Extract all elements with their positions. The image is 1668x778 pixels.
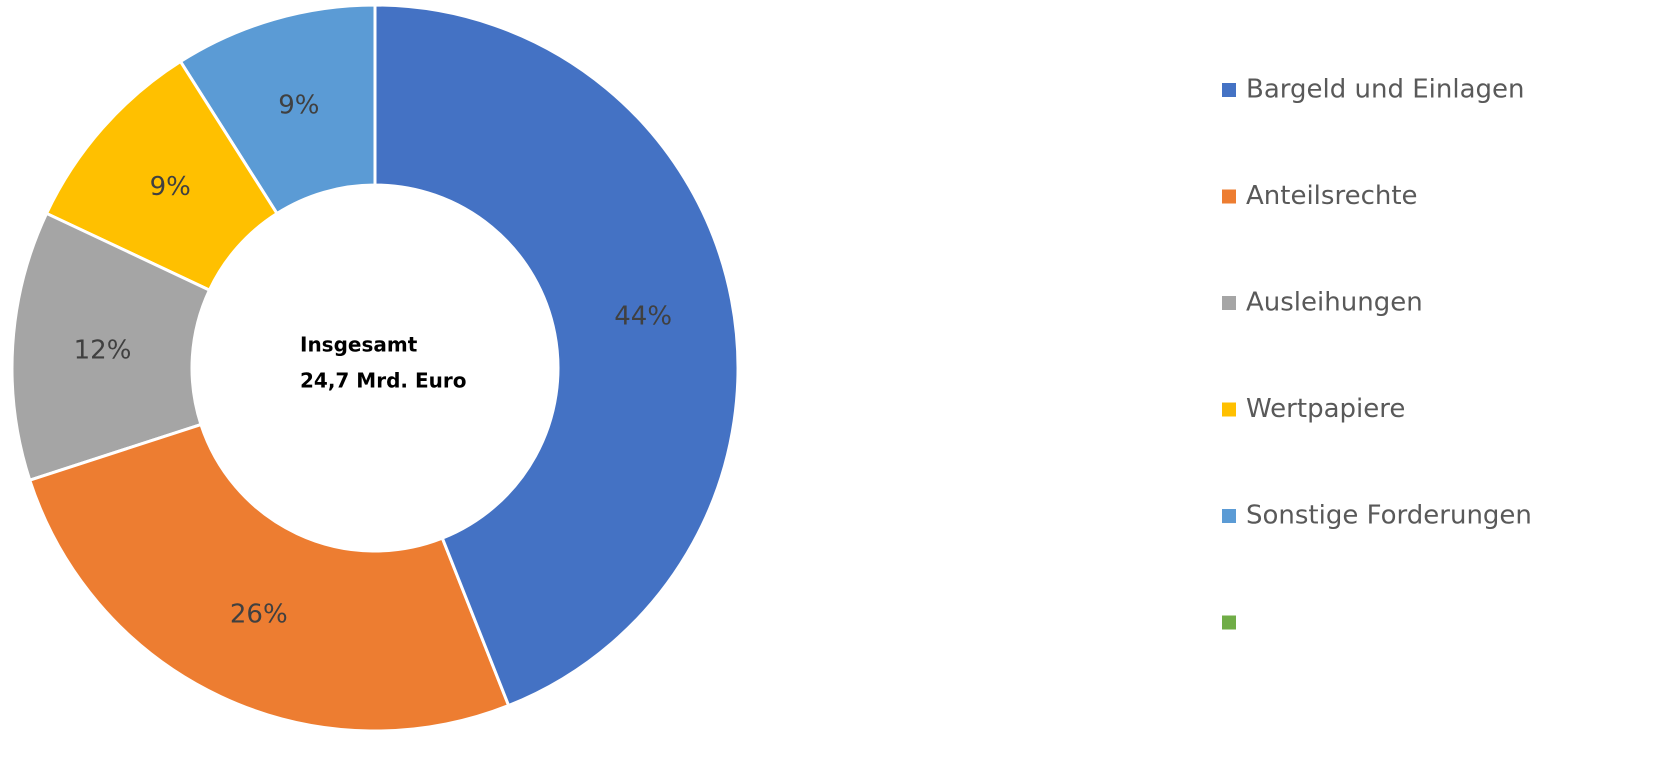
segment (27, 422, 511, 733)
legend-label: Ausleihungen (1246, 288, 1423, 318)
legend-label: Wertpapiere (1246, 394, 1405, 424)
data-label: 44% (614, 301, 672, 331)
legend-label: Bargeld und Einlagen (1246, 75, 1524, 105)
legend-swatch (1222, 83, 1236, 97)
segment (373, 3, 740, 708)
center-label: 24,7 Mrd. Euro (300, 369, 466, 393)
center-label: Insgesamt (300, 333, 418, 357)
legend-label: Anteilsrechte (1246, 181, 1418, 211)
legend-swatch (1222, 615, 1236, 630)
legend-swatch (1222, 189, 1236, 204)
legend-swatch (1222, 509, 1236, 523)
data-label: 26% (230, 600, 288, 630)
data-label: 9% (278, 90, 319, 120)
legend-label: Sonstige Forderungen (1246, 501, 1532, 531)
legend-swatch (1222, 402, 1236, 417)
segment (10, 211, 212, 483)
data-label: 9% (150, 172, 191, 202)
legend-swatch (1222, 296, 1236, 310)
data-label: 12% (74, 335, 132, 365)
segment (44, 59, 280, 293)
